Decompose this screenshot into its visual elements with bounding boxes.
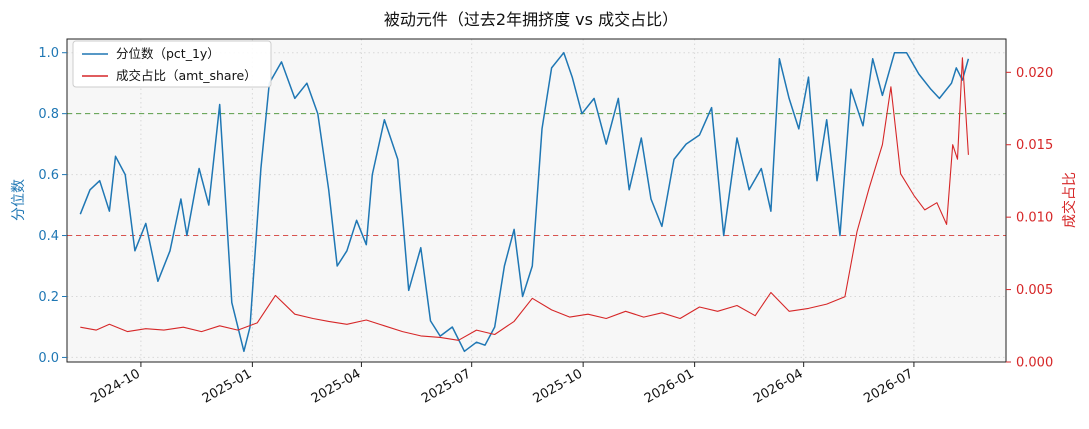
x-tick-label: 2025-07 (419, 366, 474, 406)
y-left-tick-label: 0.4 (38, 229, 59, 244)
y-right-tick-label: 0.000 (1016, 356, 1053, 371)
legend-box (72, 40, 272, 88)
y-right-tick-label: 0.020 (1016, 66, 1053, 81)
plot-frame (66, 38, 1007, 363)
y-right-tick-label: 0.005 (1016, 283, 1053, 298)
x-tick-label: 2025-04 (309, 366, 364, 406)
y-left-tick-label: 0.0 (38, 351, 59, 366)
x-tick-label: 2025-01 (200, 366, 255, 406)
x-tick-label: 2025-10 (531, 366, 586, 406)
x-tick-label: 2026-01 (642, 366, 697, 406)
legend-label-pct: 分位数（pct_1y） (116, 46, 220, 61)
series-line-amt (80, 57, 969, 341)
series-lines (79, 51, 970, 353)
y-axis-left-label: 分位数 (11, 179, 27, 221)
y-left-tick-label: 0.8 (38, 107, 59, 122)
y-left-tick-label: 0.6 (38, 168, 59, 183)
legend: 分位数（pct_1y） 成交占比（amt_share） (72, 40, 272, 88)
y-left-tick-label: 0.2 (38, 290, 59, 305)
y-axis-right-label: 成交占比 (1061, 172, 1078, 228)
y-right-tick-label: 0.010 (1016, 211, 1053, 226)
x-tick-label: 2026-07 (861, 366, 916, 406)
legend-label-amt: 成交占比（amt_share） (116, 68, 257, 83)
x-tick-label: 2026-04 (751, 366, 806, 406)
y-left-tick-label: 1.0 (38, 46, 59, 61)
reference-lines (67, 113, 1006, 237)
x-tick-label: 2024-10 (88, 366, 143, 406)
chart-title: 被动元件（过去2年拥挤度 vs 成交占比） (384, 10, 678, 29)
y-right-tick-label: 0.015 (1016, 138, 1053, 153)
series-line-pct (79, 51, 970, 353)
